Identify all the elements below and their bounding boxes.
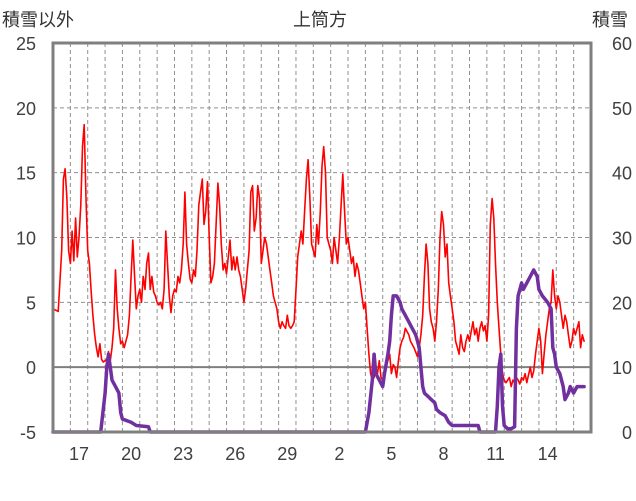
grid xyxy=(53,43,591,432)
x-tick-label: 14 xyxy=(538,444,558,464)
x-tick-label: 2 xyxy=(334,444,344,464)
x-tick-label: 26 xyxy=(225,444,245,464)
x-tick-label: 5 xyxy=(386,444,396,464)
series-group xyxy=(51,123,586,434)
left-axis-label: 積雪以外 xyxy=(2,10,74,30)
chart-title: 上筒方 xyxy=(293,10,347,30)
x-tick-label: 23 xyxy=(173,444,193,464)
right-tick-label: 10 xyxy=(612,358,632,378)
snow-depth-line xyxy=(51,268,586,434)
x-tick-label: 20 xyxy=(121,444,141,464)
left-tick-label: 15 xyxy=(16,164,36,184)
x-tick-label: 17 xyxy=(69,444,89,464)
x-ticks: 17 20 23 26 29 2 5 8 11 14 xyxy=(69,444,558,464)
left-tick-label: 20 xyxy=(16,99,36,119)
other-series-line xyxy=(52,123,585,388)
plot-frame xyxy=(51,41,593,434)
right-tick-label: 20 xyxy=(612,293,632,313)
right-tick-label: 40 xyxy=(612,164,632,184)
x-tick-label: 11 xyxy=(486,444,505,464)
left-tick-label: 5 xyxy=(26,293,36,313)
right-tick-label: 60 xyxy=(612,34,632,54)
left-y-ticks: -5 0 5 10 15 20 25 xyxy=(16,34,36,443)
right-tick-label: 0 xyxy=(622,423,632,443)
right-tick-label: 50 xyxy=(612,99,632,119)
right-axis-label: 積雪 xyxy=(592,10,628,30)
left-tick-label: 10 xyxy=(16,229,36,249)
x-tick-label: 29 xyxy=(277,444,297,464)
left-tick-label: -5 xyxy=(20,423,36,443)
left-tick-label: 25 xyxy=(16,34,36,54)
x-tick-label: 8 xyxy=(438,444,448,464)
right-tick-label: 30 xyxy=(612,229,632,249)
right-y-ticks: 0 10 20 30 40 50 60 xyxy=(612,34,632,443)
left-tick-label: 0 xyxy=(26,358,36,378)
